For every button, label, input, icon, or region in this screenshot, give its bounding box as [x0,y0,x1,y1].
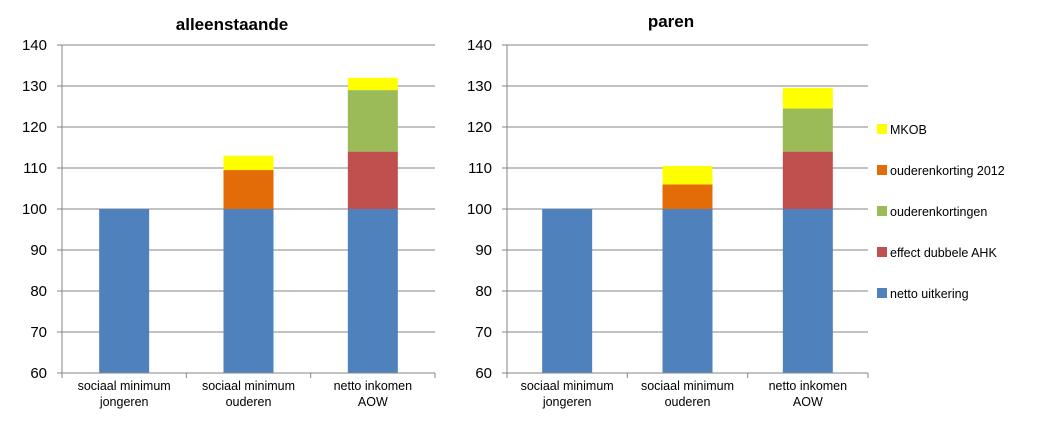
chart-title: alleenstaande [176,15,288,34]
y-tick-label: 70 [475,324,492,341]
y-tick-label: 140 [22,37,47,54]
x-category-label: sociaal minimum [641,379,734,393]
panel-paren: paren 60 70 80 90 100 110 120 130 140 sociaal mini… [467,12,869,409]
legend-swatch-netto [877,288,887,298]
y-tick-label: 80 [30,283,47,300]
bar-segment-mkob [347,77,398,91]
x-category-label: sociaal minimum [202,379,295,393]
bar-segment-ahk [347,151,398,209]
bar-segment-netto [223,209,274,373]
y-tick-label: 130 [22,78,47,95]
bar-segment-ok2012 [223,170,274,209]
bar-segment-mkob [782,88,833,109]
y-tick-label: 70 [30,324,47,341]
x-category-label: sociaal minimum [78,379,171,393]
bar-segment-netto [99,209,150,373]
bar-segment-netto [347,209,398,373]
y-tick-label: 120 [467,119,492,136]
x-category-label: jongeren [99,395,149,409]
legend-label-mkob: MKOB [890,123,927,137]
panel-alleenstaande: alleenstaande 60 70 80 90 100 110 120 130 140 soci… [22,15,436,409]
bar-segment-ok2012 [662,184,713,209]
bar-segment-netto [662,209,713,373]
x-category-label: ouderen [226,395,272,409]
legend-label-ahk: effect dubbele AHK [890,246,997,260]
y-tick-label: 110 [468,160,492,177]
y-tick-label: 100 [467,201,492,218]
bar-segment-ouderenkortingen [782,108,833,152]
legend: MKOB ouderenkorting 2012 ouderenkortingen e… [877,123,1005,301]
legend-label-netto: netto uitkering [890,287,969,301]
x-category-label: netto inkomen [769,379,848,393]
legend-swatch-ahk [877,247,887,257]
y-tick-label: 90 [30,242,47,259]
y-tick-label: 120 [22,119,47,136]
y-tick-label: 80 [475,283,492,300]
x-category-label: jongeren [542,395,592,409]
legend-label-ouderenkortingen: ouderenkortingen [890,205,987,219]
bar-segment-netto [782,209,833,373]
y-tick-label: 140 [467,37,492,54]
legend-swatch-ok2012 [877,165,887,175]
x-category-label: netto inkomen [334,379,413,393]
y-tick-label: 90 [475,242,492,259]
y-tick-label: 100 [22,201,47,218]
legend-swatch-mkob [877,124,887,134]
y-tick-label: 110 [23,160,47,177]
x-category-label: AOW [358,395,388,409]
legend-swatch-ouderenkortingen [877,206,887,216]
y-tick-label: 60 [475,365,492,382]
x-category-label: ouderen [665,395,711,409]
x-category-label: AOW [793,395,823,409]
bar-segment-ouderenkortingen [347,90,398,152]
y-tick-label: 60 [30,365,47,382]
x-category-label: sociaal minimum [521,379,614,393]
bar-segment-netto [542,209,593,373]
bar-segment-mkob [662,165,713,185]
legend-label-ok2012: ouderenkorting 2012 [890,164,1005,178]
bar-segment-ahk [782,151,833,209]
chart-title: paren [648,12,694,31]
y-tick-label: 130 [467,78,492,95]
bar-segment-mkob [223,155,274,171]
